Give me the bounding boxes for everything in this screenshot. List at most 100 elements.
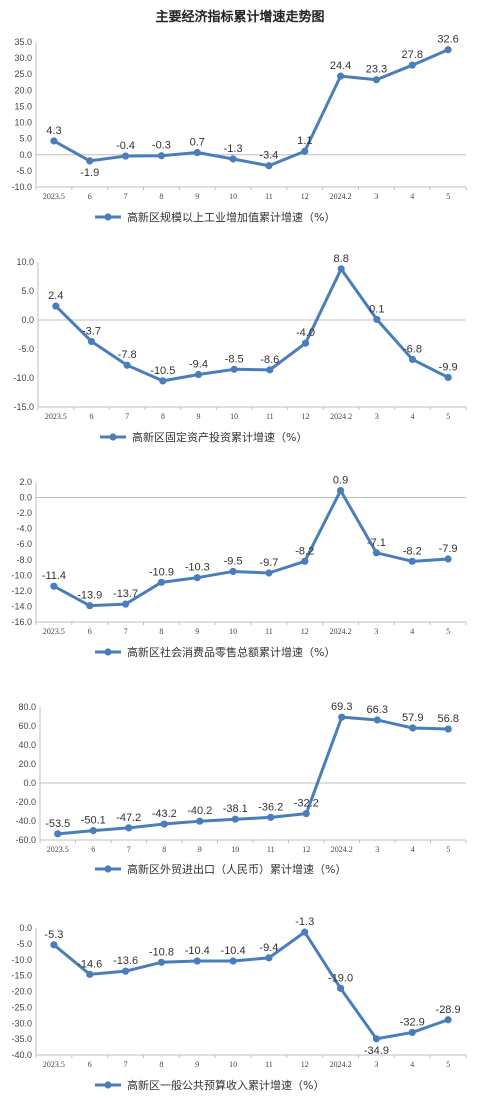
legend-label: 高新区社会消费品零售总额累计增速（%） (127, 645, 335, 659)
x-tick-label: 11 (265, 627, 273, 636)
x-tick-label: 8 (162, 845, 166, 854)
data-point (86, 157, 94, 165)
data-point (193, 957, 201, 965)
legend-point-marker (104, 1081, 112, 1089)
y-tick-label: 10.0 (16, 257, 34, 267)
x-tick-label: 4 (411, 412, 415, 421)
data-point (265, 954, 273, 962)
y-tick-label: -40.0 (15, 816, 36, 826)
y-tick-label: -16.0 (11, 617, 32, 627)
data-point (50, 941, 58, 949)
data-label: -9.9 (439, 361, 458, 373)
data-point (193, 148, 201, 157)
data-point (444, 373, 452, 382)
y-tick-label: -60.0 (15, 835, 36, 845)
data-label: -6.8 (403, 343, 422, 355)
data-label: -7.8 (118, 349, 137, 361)
data-label: -13.9 (77, 590, 102, 602)
data-point (444, 46, 452, 54)
data-point (409, 724, 417, 732)
page-title: 主要经济指标累计增速走势图 (155, 10, 325, 25)
data-label: 23.3 (366, 64, 387, 76)
x-tick-label: 7 (124, 627, 128, 636)
y-tick-label: 15.0 (14, 101, 32, 111)
legend-label: 高新区规模以上工业增加值累计增速（%） (127, 210, 335, 224)
data-point (87, 337, 96, 346)
y-tick-label: 80.0 (18, 702, 36, 712)
data-label: -38.1 (223, 803, 248, 815)
data-point (121, 600, 130, 608)
legend-point-marker (104, 648, 112, 656)
data-point (336, 486, 345, 495)
data-label: -43.2 (152, 808, 177, 820)
data-point (193, 574, 201, 582)
data-point (157, 958, 166, 966)
chart-industrial-output: 35.0 30.0 25.0 20.0 15.0 10.0 5.0 0.0 -5.0 -10.0 2… (11, 34, 467, 224)
x-tick-label: 8 (159, 1060, 163, 1069)
data-point (157, 152, 166, 160)
data-point (301, 928, 309, 936)
y-tick-label: -5.0 (16, 166, 32, 176)
x-tick-label: 8 (159, 627, 163, 636)
data-label: 2.4 (48, 290, 63, 302)
data-label: -10.4 (185, 945, 210, 957)
chart-retail-sales: 2.0 0.0 -2.0 -4.0 -6.0 -8.0 -10.0 -12.0 -14.0 -16… (11, 475, 467, 659)
data-label: -9.4 (259, 942, 278, 954)
legend-label: 高新区固定资产投资累计增速（%） (132, 430, 307, 444)
data-label: 69.3 (331, 701, 352, 713)
data-point (52, 302, 60, 310)
data-point (266, 366, 274, 374)
data-point (157, 578, 166, 586)
data-point (196, 817, 204, 825)
data-point (159, 377, 167, 385)
data-label: -53.5 (45, 818, 70, 830)
x-tick-label: 10 (229, 192, 237, 201)
x-tick-label: 2024.2 (330, 627, 352, 636)
data-point (444, 725, 452, 733)
data-point (86, 602, 94, 610)
data-point (336, 984, 345, 992)
y-tick-label: 20.0 (18, 759, 36, 769)
chart-fixed-asset-investment: 10.0 5.0 0.0 -5.0 -10.0 -15.0 2023.5 6 7 8 9 10 11 12… (13, 253, 467, 444)
data-point (373, 716, 381, 724)
data-point (125, 824, 133, 832)
x-tick-label: 2024.2 (331, 845, 353, 854)
x-tick-label: 3 (374, 192, 378, 201)
y-tick-label: 10.0 (14, 118, 32, 128)
x-tick-label: 7 (124, 192, 128, 201)
y-tick-label: -40.0 (11, 1050, 32, 1060)
x-tick-label: 6 (90, 412, 94, 421)
data-label: -7.9 (439, 543, 458, 555)
data-label: -1.3 (295, 916, 314, 928)
y-tick-label: -15.0 (11, 971, 32, 981)
data-point (267, 813, 275, 821)
data-label: 57.9 (402, 712, 423, 724)
x-tick-label: 5 (446, 192, 450, 201)
data-label: -1.3 (224, 143, 243, 155)
x-tick-label: 12 (301, 1060, 309, 1069)
y-tick-label: 35.0 (14, 37, 32, 47)
data-label: -3.7 (82, 325, 101, 337)
x-tick-label: 8 (161, 412, 165, 421)
data-label: -3.4 (259, 150, 278, 162)
data-label: -9.5 (224, 555, 243, 567)
data-point (372, 549, 381, 557)
x-tick-label: 2024.2 (330, 1060, 352, 1069)
data-label: -5.3 (44, 929, 63, 941)
x-tick-label: 3 (374, 627, 378, 636)
x-tick-label: 9 (195, 1060, 199, 1069)
x-tick-label: 12 (302, 845, 310, 854)
data-label: -10.9 (149, 566, 174, 578)
data-label: -32.9 (400, 1016, 425, 1028)
data-label: 27.8 (402, 49, 423, 61)
series-line (52, 930, 449, 1041)
data-label: -10.8 (149, 946, 174, 958)
x-tick-label: 4 (410, 627, 414, 636)
x-tick-label: 2023.5 (43, 192, 65, 201)
legend-point-marker (109, 433, 117, 441)
x-tick-label: 9 (198, 845, 202, 854)
x-tick-label: 11 (267, 845, 275, 854)
data-label: 24.4 (330, 60, 351, 72)
x-tick-label: 2023.5 (45, 412, 67, 421)
data-point (408, 355, 417, 364)
